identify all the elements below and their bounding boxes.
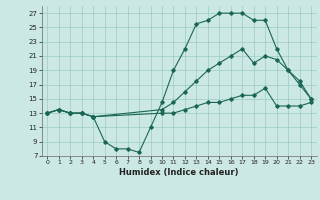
X-axis label: Humidex (Indice chaleur): Humidex (Indice chaleur) [119,168,239,177]
